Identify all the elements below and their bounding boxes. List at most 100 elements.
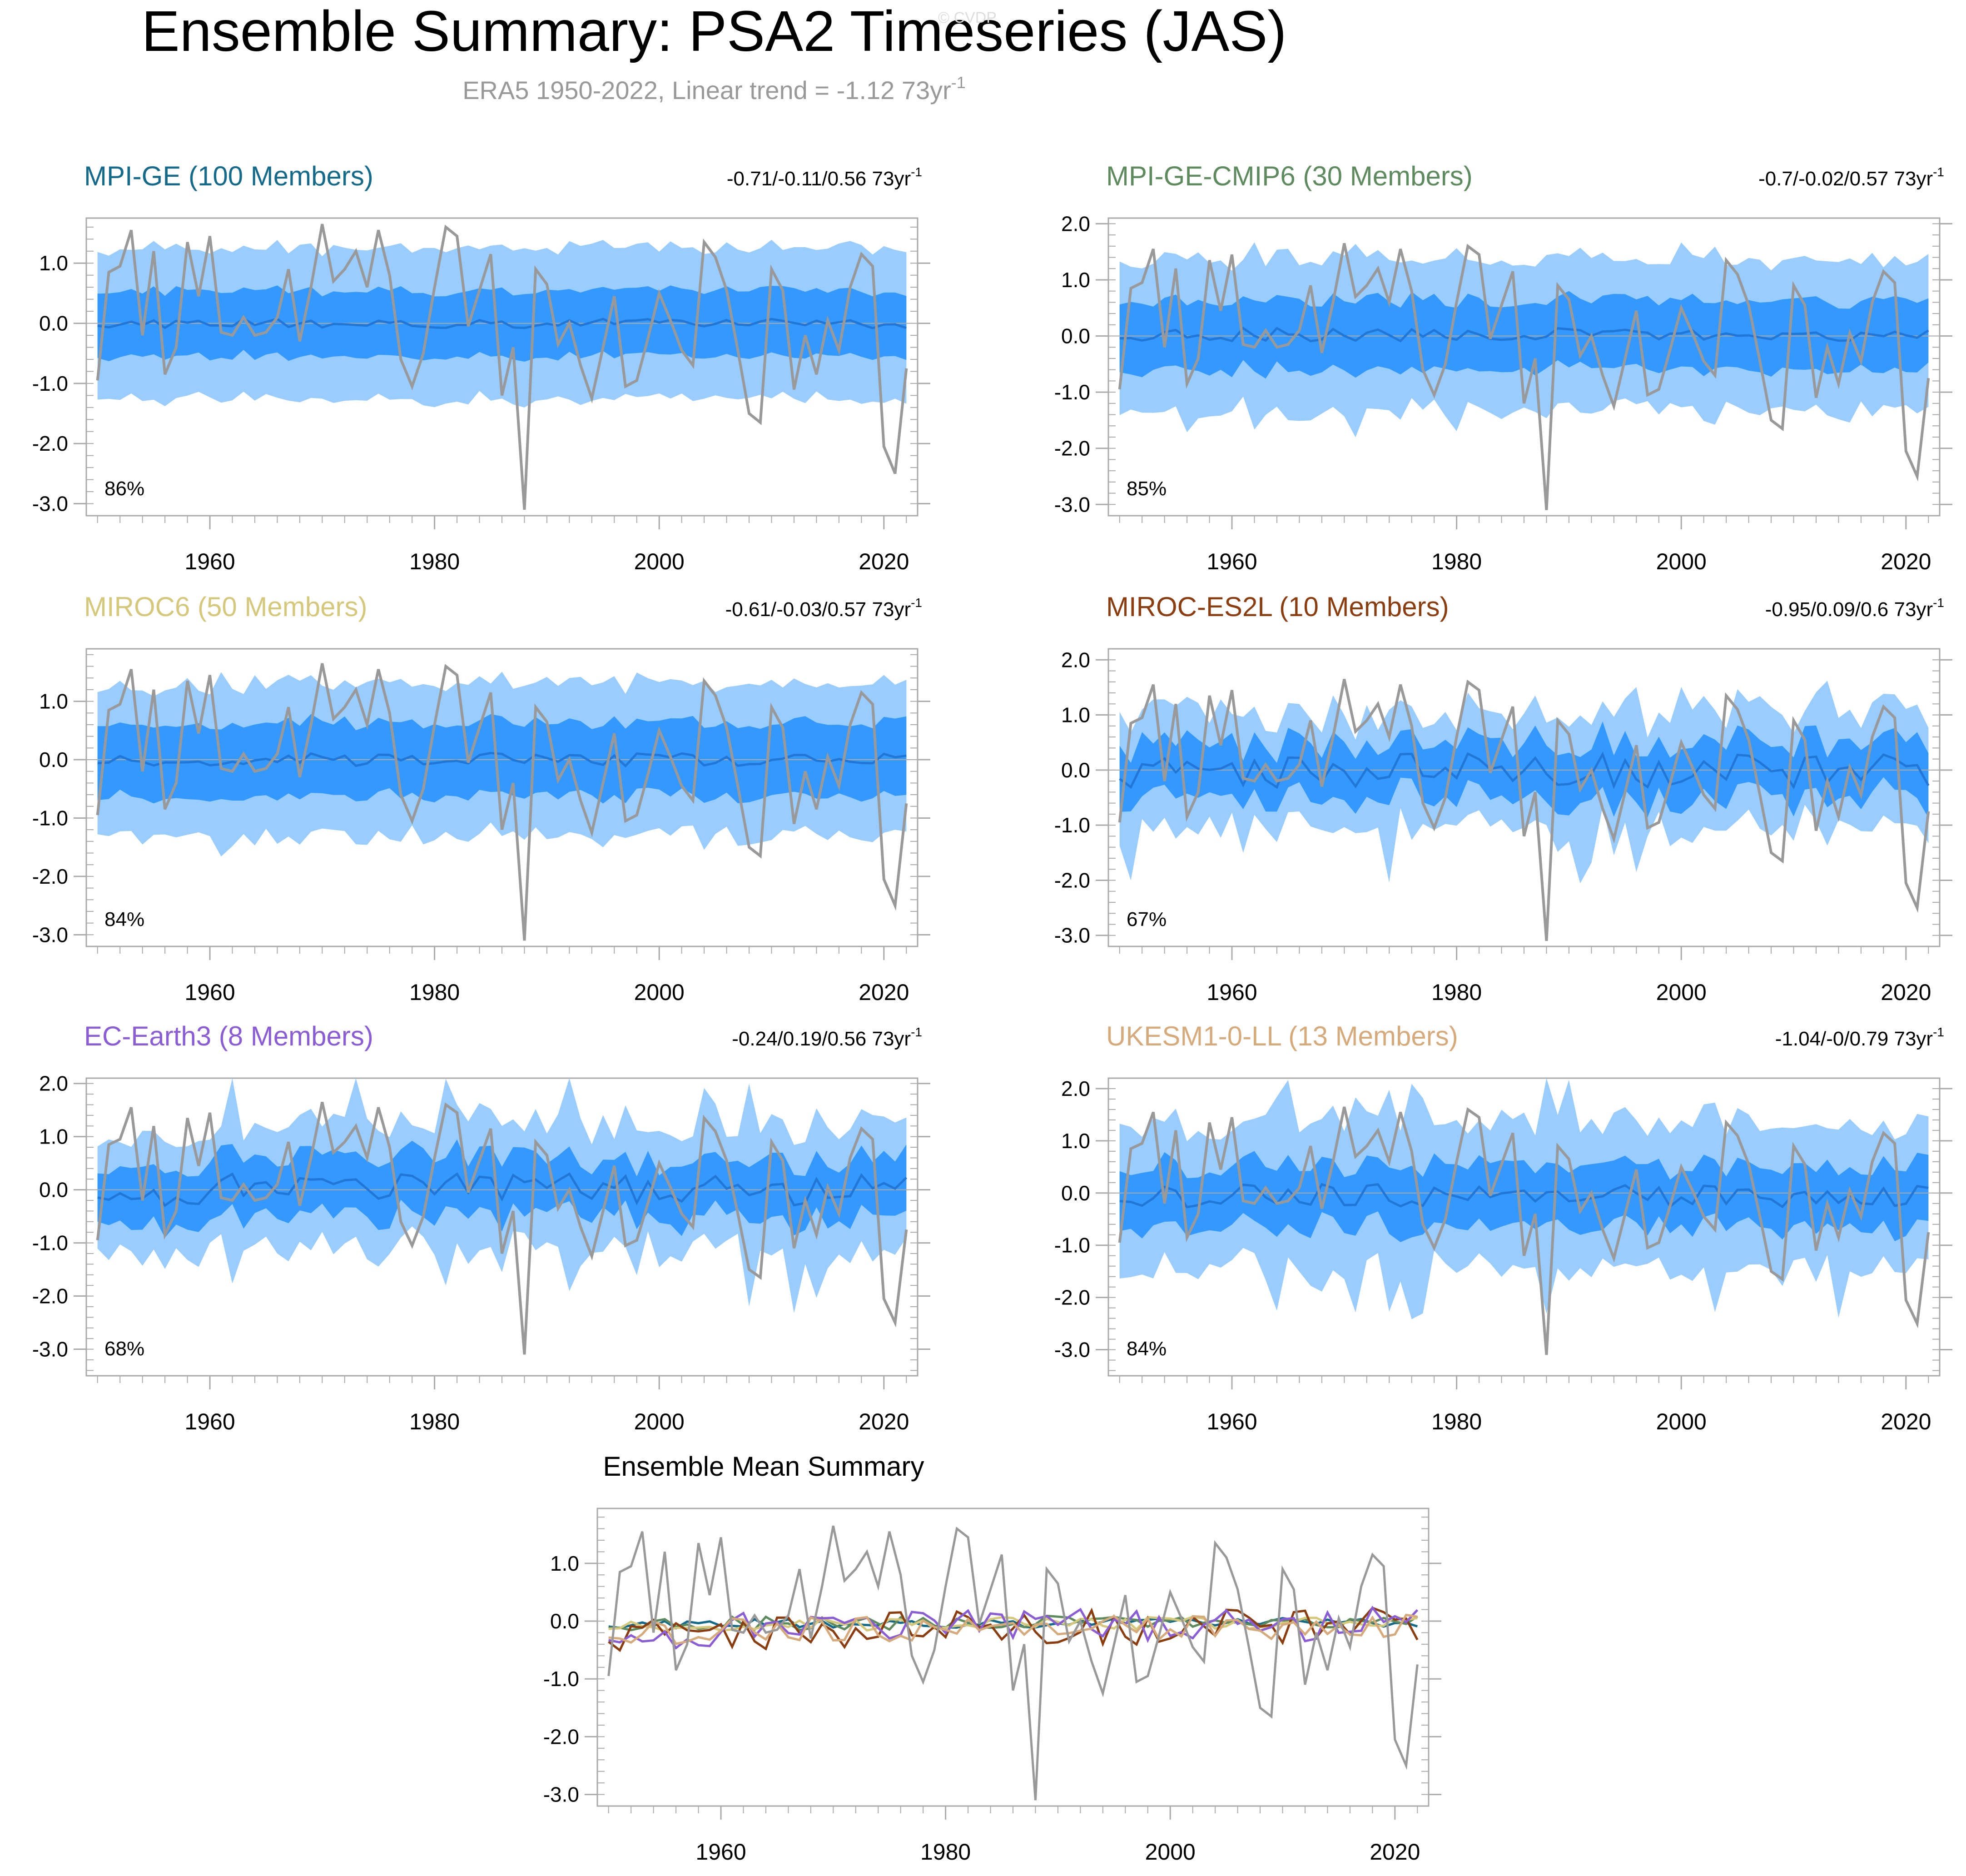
panel5-xtick-label: 2020 [859, 1409, 909, 1434]
panel2-xtick-label: 1980 [1431, 549, 1482, 574]
panel-miroc-es2l: MIROC-ES2L (10 Members) -0.95/0.09/0.6 73… [1054, 592, 1952, 1005]
panel2-ytick-label: -1.0 [1054, 380, 1090, 404]
panel-miroc6: MIROC6 (50 Members) -0.61/-0.03/0.57 73yr… [32, 592, 930, 1005]
panel4-trend-sup: -1 [1933, 596, 1944, 610]
panel4-percent-label: 67% [1127, 908, 1167, 931]
panel3-era5-line [96, 663, 908, 941]
panel1-xtick-label: 1960 [184, 549, 235, 574]
summary-line-ukesm1-0-ll [608, 1613, 1418, 1645]
panel1-trend-sup: -1 [911, 165, 922, 179]
panel3-ytick-label: -1.0 [32, 806, 68, 830]
panel4-era5-line [1118, 679, 1930, 941]
panel6-ytick-label: 1.0 [1061, 1129, 1090, 1153]
panel1-title: MPI-GE (100 Members) [84, 161, 373, 191]
panel2-xtick-label: 2000 [1656, 549, 1707, 574]
panel-ukesm1-0-ll: UKESM1-0-LL (13 Members) -1.04/-0/0.79 73… [1054, 1021, 1952, 1434]
panel2-ensemble-mean-line [1119, 326, 1929, 343]
panel1-ensemble-mean-line [97, 317, 907, 329]
panel3-title: MIROC6 (50 Members) [84, 592, 367, 622]
panel4-ytick-label: -2.0 [1054, 868, 1090, 892]
panel6-trend-sup: -1 [1933, 1025, 1944, 1039]
panel4-title: MIROC-ES2L (10 Members) [1106, 592, 1449, 622]
panel5-xtick-label: 1960 [184, 1409, 235, 1434]
panel3-ensemble-mean-line [97, 751, 907, 768]
panel4-ytick-label: -3.0 [1054, 924, 1090, 947]
panel2-trend-text: -0.7/-0.02/0.57 73yr [1758, 168, 1933, 190]
panel6-ytick-label: -2.0 [1054, 1286, 1090, 1309]
panel6-xtick-label: 1980 [1431, 1409, 1482, 1434]
panel4-ytick-label: 1.0 [1061, 703, 1090, 727]
panel1-trend-label: -0.71/-0.11/0.56 73yr-1 [727, 165, 922, 190]
panel5-era5-line [96, 1101, 908, 1355]
panel3-xtick-label: 1980 [409, 980, 460, 1005]
panel5-ytick-label: -2.0 [32, 1284, 68, 1308]
panel2-ytick-label: 1.0 [1061, 268, 1090, 292]
panel3-xtick-label: 2000 [634, 980, 685, 1005]
summary-line-ec-earth3 [608, 1605, 1419, 1650]
panel2-ytick-label: 2.0 [1061, 212, 1090, 235]
panel6-percent-label: 84% [1127, 1338, 1167, 1360]
panel4-xtick-label: 2020 [1881, 980, 1931, 1005]
panel4-ensemble-mean-line [1119, 751, 1930, 790]
panel6-ensemble-mean-line [1119, 1183, 1929, 1209]
panel2-ytick-label: 0.0 [1061, 324, 1090, 348]
panel7-ytick-label: 0.0 [550, 1609, 579, 1633]
summary-line-era5 [607, 1525, 1419, 1801]
panel7-xtick-label: 1980 [920, 1839, 971, 1865]
panel1-xtick-label: 2020 [859, 549, 909, 574]
panel2-trend-sup: -1 [1933, 165, 1944, 179]
panel4-trend-label: -0.95/0.09/0.6 73yr-1 [1765, 596, 1944, 621]
panel1-era5-line [96, 224, 908, 510]
panel5-title: EC-Earth3 (8 Members) [84, 1021, 373, 1051]
panel1-ytick-label: -3.0 [32, 492, 68, 516]
figure-subtitle: ERA5 1950-2022, Linear trend = -1.12 73y… [462, 73, 966, 104]
panel7-ytick-label: -1.0 [543, 1667, 579, 1691]
panel2-ytick-label: -2.0 [1054, 437, 1090, 460]
panel2-title: MPI-GE-CMIP6 (30 Members) [1106, 161, 1473, 191]
figure-subtitle-text: ERA5 1950-2022, Linear trend = -1.12 73y… [462, 76, 951, 104]
panel7-xtick-label: 2020 [1370, 1839, 1420, 1865]
panel6-ytick-label: 2.0 [1061, 1077, 1090, 1100]
summary-line-miroc6 [608, 1615, 1418, 1632]
panel3-xtick-label: 1960 [184, 980, 235, 1005]
panel1-xtick-label: 1980 [409, 549, 460, 574]
figure-title: Ensemble Summary: PSA2 Timeseries (JAS) [142, 0, 1287, 63]
panel3-ytick-label: 1.0 [39, 690, 68, 713]
panel3-trend-sup: -1 [911, 596, 922, 610]
panel5-trend-label: -0.24/0.19/0.56 73yr-1 [732, 1025, 922, 1050]
panel6-band-inner [1119, 1151, 1929, 1242]
panel6-trend-label: -1.04/-0/0.79 73yr-1 [1775, 1025, 1944, 1050]
panel1-percent-label: 86% [104, 478, 144, 500]
panel3-trend-text: -0.61/-0.03/0.57 73yr [725, 598, 911, 621]
panel-ensemble-mean-summary: Ensemble Mean Summary 1.0 0.0 -1.0 -2.0 -3.0 1… [543, 1451, 1441, 1865]
panel2-trend-label: -0.7/-0.02/0.57 73yr-1 [1758, 165, 1944, 190]
panel7-ytick-label: -3.0 [543, 1783, 579, 1806]
panel2-ytick-label: -3.0 [1054, 493, 1090, 516]
panel3-percent-label: 84% [104, 908, 144, 931]
panel7-title: Ensemble Mean Summary [603, 1451, 924, 1482]
panel2-xtick-label: 1960 [1206, 549, 1257, 574]
panel5-percent-label: 68% [104, 1338, 144, 1360]
panel6-xtick-label: 2020 [1881, 1409, 1931, 1434]
panel1-ytick-label: 1.0 [39, 251, 68, 275]
panel6-ytick-label: -1.0 [1054, 1234, 1090, 1257]
panel4-xtick-label: 1960 [1206, 980, 1257, 1005]
panel4-trend-text: -0.95/0.09/0.6 73yr [1765, 598, 1933, 621]
panel3-band-inner [97, 714, 907, 804]
panel4-ytick-label: 0.0 [1061, 758, 1090, 782]
panel6-era5-line [1118, 1106, 1930, 1355]
panel5-ytick-label: 1.0 [39, 1125, 68, 1149]
panel4-xtick-label: 2000 [1656, 980, 1707, 1005]
panel7-ytick-label: 1.0 [550, 1552, 579, 1575]
panel6-title: UKESM1-0-LL (13 Members) [1106, 1021, 1458, 1051]
panel5-xtick-label: 1980 [409, 1409, 460, 1434]
panel5-ytick-label: 0.0 [39, 1178, 68, 1202]
panel1-ytick-label: 0.0 [39, 312, 68, 335]
panel5-ytick-label: -1.0 [32, 1231, 68, 1255]
panel2-band-inner [1119, 291, 1929, 379]
panel3-trend-label: -0.61/-0.03/0.57 73yr-1 [725, 596, 922, 621]
panel3-ytick-label: -3.0 [32, 923, 68, 946]
panel5-ytick-label: 2.0 [39, 1072, 68, 1095]
panel5-trend-text: -0.24/0.19/0.56 73yr [732, 1028, 911, 1050]
panel6-trend-text: -1.04/-0/0.79 73yr [1775, 1028, 1933, 1050]
